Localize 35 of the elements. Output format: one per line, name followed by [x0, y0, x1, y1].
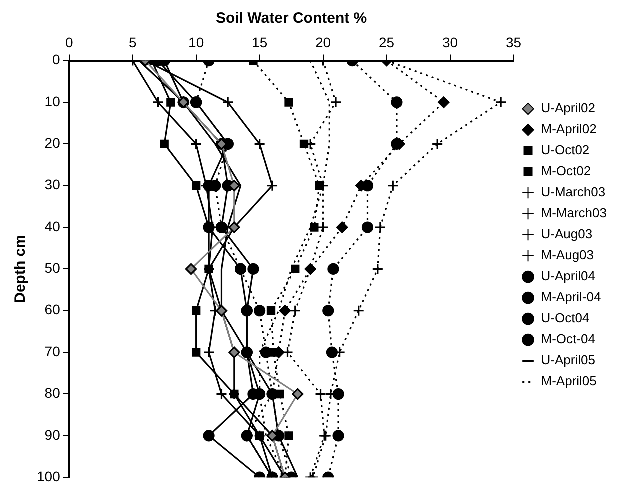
legend-label: U-Oct04: [541, 310, 590, 326]
legend-label: U-Aug03: [541, 226, 593, 242]
y-tick-label: 100: [37, 468, 61, 484]
x-tick-label: 20: [316, 34, 332, 50]
legend-label: U-April02: [541, 100, 596, 116]
y-tick-label: 10: [44, 93, 61, 110]
x-tick-label: 30: [442, 34, 458, 50]
x-tick-label: 5: [128, 34, 137, 50]
legend-label: M-Oct02: [541, 164, 592, 179]
y-tick-label: 20: [44, 135, 61, 152]
legend-label: U-April04: [541, 268, 596, 284]
x-tick-label: 25: [379, 34, 395, 50]
legend-label: U-Oct02: [541, 142, 590, 158]
legend-label: M-April05: [541, 374, 597, 389]
legend-label: M-April-04: [541, 290, 602, 305]
x-tick-label: 0: [65, 34, 74, 50]
legend-label: U-April05: [541, 352, 596, 368]
legend-label: M-March03: [541, 206, 608, 221]
x-tick-label: 10: [188, 34, 204, 50]
legend-label: M-Oct-04: [541, 332, 596, 347]
y-tick-label: 60: [44, 302, 61, 318]
y-tick-label: 0: [52, 52, 61, 68]
x-tick-label: 15: [252, 34, 268, 50]
y-tick-label: 50: [44, 260, 61, 276]
y-tick-label: 40: [44, 218, 61, 234]
y-tick-label: 30: [44, 176, 61, 193]
x-tick-label: 35: [506, 34, 522, 50]
legend-label: M-April02: [541, 122, 597, 137]
y-tick-label: 90: [44, 426, 61, 443]
legend-label: U-March03: [541, 184, 606, 200]
legend-label: M-Aug03: [541, 248, 594, 263]
y-tick-label: 80: [44, 385, 61, 402]
x-axis-title: Soil Water Content %: [216, 10, 368, 28]
y-tick-label: 70: [44, 343, 61, 360]
y-axis-title: Depth cm: [12, 235, 30, 304]
